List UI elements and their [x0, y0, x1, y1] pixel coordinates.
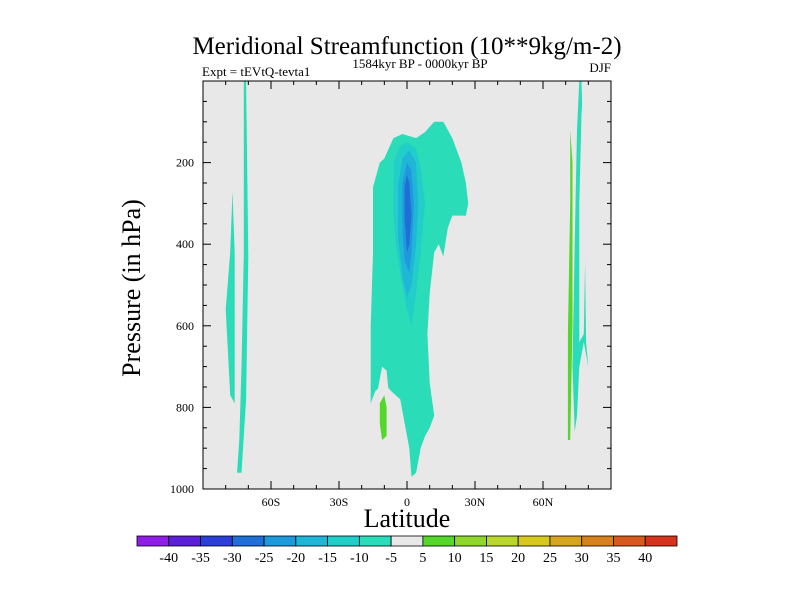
- x-axis-label: Latitude: [364, 504, 451, 533]
- y-tick-label: 800: [176, 400, 194, 414]
- colorbar-swatch: [295, 535, 328, 547]
- colorbar-label: 10: [448, 551, 462, 566]
- y-axis-label: Pressure (in hPa): [117, 199, 146, 377]
- y-tick-label: 200: [176, 156, 194, 170]
- colorbar-label: -35: [191, 551, 210, 566]
- colorbar-label: -15: [318, 551, 337, 566]
- contour-region-9: [456, 321, 471, 420]
- colorbar-label: -30: [223, 551, 242, 566]
- contour-region-11: [567, 130, 573, 440]
- colorbar-label: -5: [385, 551, 397, 566]
- colorbar-label: 5: [419, 551, 426, 566]
- colorbar-label: -25: [255, 551, 274, 566]
- colorbar-swatch: [581, 535, 614, 547]
- colorbar-swatch: [390, 535, 424, 547]
- colorbar-swatch: [136, 535, 170, 547]
- axis-tick-labels: 60S 30S 0 30N 60N 200 400 600 800 1000: [170, 156, 554, 509]
- contour-region-13: [579, 81, 587, 343]
- contour-region-8: [379, 395, 387, 440]
- colorbar-label: 20: [511, 551, 525, 566]
- y-tick-label: 400: [176, 237, 194, 251]
- y-tick-label: 1000: [170, 482, 194, 496]
- axis-ticks: [202, 80, 612, 490]
- contour-region-1: [225, 191, 235, 404]
- colorbar-swatch: [454, 535, 487, 547]
- x-tick-label: 30N: [465, 495, 486, 509]
- plot-area: 60S 30S 0 30N 60N 200 400 600 800 1000: [170, 80, 612, 509]
- colorbar-swatch: [200, 535, 233, 547]
- colorbar-swatch: [644, 535, 678, 547]
- colorbar-label: -40: [159, 551, 178, 566]
- experiment-label: Expt = tEVtQ-tevta1: [202, 64, 310, 79]
- colorbar-label: 25: [543, 551, 557, 566]
- x-tick-label: 60S: [262, 495, 281, 509]
- colorbar-swatch: [517, 535, 551, 547]
- season-label: DJF: [589, 60, 611, 75]
- x-tick-label: 30S: [330, 495, 349, 509]
- y-tick-label: 600: [176, 319, 194, 333]
- colorbar-swatch: [549, 535, 583, 547]
- colorbar-swatch: [358, 535, 392, 547]
- colorbar-label: 35: [606, 551, 620, 566]
- colorbar: -40 -35 -30 -25 -20 -15 -10 -5 5 10 15 20 25 30 35 40: [136, 535, 678, 566]
- colorbar-swatch: [327, 535, 360, 547]
- contour-region-6: [404, 174, 412, 253]
- colorbar-label: 30: [575, 551, 589, 566]
- colorbar-label: 40: [638, 551, 652, 566]
- colorbar-swatch: [231, 535, 265, 547]
- colorbar-label: 15: [479, 551, 493, 566]
- colorbar-swatch: [486, 535, 519, 547]
- colorbar-swatch: [422, 535, 456, 547]
- colorbar-swatch: [263, 535, 297, 547]
- contour-region-0: [237, 81, 249, 473]
- colorbar-swatch: [613, 535, 646, 547]
- time-range-label: 1584kyr BP - 0000kyr BP: [352, 56, 487, 71]
- x-tick-label: 0: [404, 495, 410, 509]
- colorbar-label: -20: [286, 551, 305, 566]
- contour-fills: [225, 81, 589, 477]
- x-tick-label: 60N: [533, 495, 554, 509]
- colorbar-swatch: [168, 535, 201, 547]
- colorbar-label: -10: [350, 551, 369, 566]
- chart-title: Meridional Streamfunction (10**9kg/m-2): [192, 33, 621, 60]
